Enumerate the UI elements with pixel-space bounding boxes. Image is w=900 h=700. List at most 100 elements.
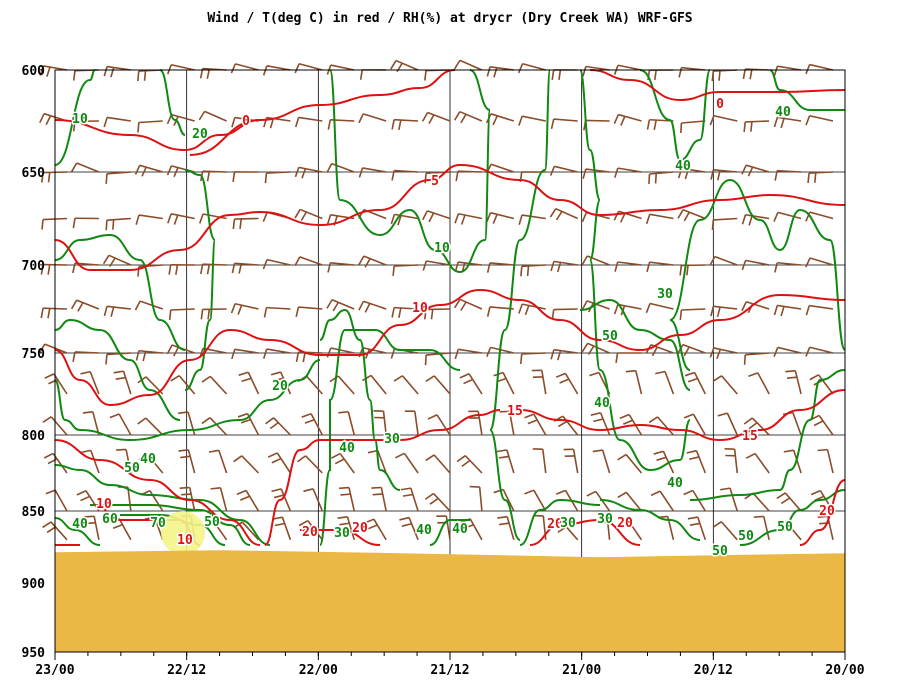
wind-barb bbox=[805, 257, 834, 268]
wind-barb bbox=[138, 453, 164, 474]
wind-barb bbox=[518, 303, 546, 316]
temperature-contour-label: 0 bbox=[716, 97, 724, 112]
wind-barb-staff bbox=[330, 347, 355, 354]
wind-barb-staff bbox=[395, 59, 419, 71]
wind-barb bbox=[178, 411, 196, 436]
wind-barb bbox=[373, 410, 387, 436]
wind-barb-feather bbox=[743, 121, 746, 132]
wind-barb-feather bbox=[391, 170, 395, 181]
wind-barb-feather bbox=[198, 213, 204, 224]
temperature-contour-label: 20 bbox=[617, 516, 633, 531]
wind-barb-staff bbox=[809, 114, 834, 122]
wind-barb bbox=[709, 347, 738, 360]
wind-barb-staff bbox=[587, 342, 610, 354]
wind-barb-feather bbox=[47, 264, 51, 275]
wind-barb bbox=[371, 486, 387, 512]
wind-barb-feather bbox=[623, 419, 633, 425]
wind-barb bbox=[338, 410, 356, 436]
wind-barb-feather bbox=[592, 449, 603, 453]
wind-barb-feather bbox=[393, 375, 403, 382]
rh-contour-line bbox=[319, 308, 401, 491]
wind-barb bbox=[453, 298, 483, 311]
wind-barb-feather bbox=[773, 347, 779, 358]
wind-barb-feather bbox=[142, 351, 147, 362]
y-tick-label: 850 bbox=[22, 505, 46, 520]
wind-barb bbox=[137, 417, 164, 436]
wind-barb-feather bbox=[656, 456, 667, 461]
wind-barb-staff bbox=[585, 65, 610, 71]
wind-barb-feather bbox=[85, 522, 96, 525]
wind-barb-staff bbox=[281, 516, 292, 541]
wind-barb-feather bbox=[240, 418, 251, 424]
wind-barb bbox=[805, 114, 834, 126]
y-tick-label: 600 bbox=[22, 64, 46, 79]
rh-contour-label: 50 bbox=[738, 529, 754, 544]
wind-barb-feather bbox=[741, 301, 748, 312]
temperature-contour-label: 5 bbox=[431, 174, 439, 189]
wind-barb-staff bbox=[521, 264, 546, 268]
wind-barb-feather bbox=[741, 164, 747, 175]
rh-contour-line bbox=[319, 329, 461, 546]
wind-barb-feather bbox=[70, 299, 78, 310]
wind-barb bbox=[262, 258, 291, 270]
wind-barb-feather bbox=[170, 374, 180, 382]
wind-barb-feather bbox=[422, 210, 428, 221]
wind-barb-staff bbox=[266, 306, 291, 310]
temperature-contour-label: 10 bbox=[96, 497, 112, 512]
wind-barb bbox=[201, 417, 228, 436]
wind-barb-feather bbox=[239, 218, 243, 229]
wind-barb bbox=[326, 299, 355, 312]
temperature-contour-label: 15 bbox=[507, 404, 523, 419]
wind-barb-feather bbox=[593, 418, 604, 423]
rh-contour-line bbox=[54, 359, 321, 442]
wind-barb-staff bbox=[127, 487, 132, 512]
wind-barb bbox=[625, 369, 643, 395]
rh-contour-line bbox=[54, 464, 271, 546]
wind-barb-feather bbox=[613, 304, 619, 315]
rh-contour-line bbox=[489, 69, 551, 541]
terrain bbox=[55, 550, 845, 652]
wind-barb-feather bbox=[72, 262, 76, 274]
wind-barb bbox=[338, 486, 356, 512]
wind-barb-feather bbox=[817, 515, 828, 518]
wind-barb-staff bbox=[394, 213, 419, 220]
wind-barb-staff bbox=[459, 59, 483, 71]
temperature-contour-label: 10 bbox=[412, 301, 428, 316]
wind-barb-staff bbox=[266, 116, 291, 122]
wind-barb bbox=[531, 369, 547, 395]
wind-barb bbox=[486, 66, 514, 78]
wind-barb-feather bbox=[137, 122, 140, 133]
wind-barb bbox=[683, 489, 707, 512]
rh-contour-label: 50 bbox=[124, 461, 140, 476]
temperature-contours bbox=[54, 69, 846, 555]
wind-barb bbox=[232, 217, 259, 230]
wind-barb-feather bbox=[648, 416, 659, 424]
wind-barb-feather bbox=[743, 354, 747, 365]
wind-barb-feather bbox=[400, 487, 411, 491]
wind-barb-staff bbox=[436, 414, 451, 436]
wind-barb bbox=[135, 349, 163, 362]
wind-barb-staff bbox=[562, 415, 579, 436]
wind-barb-staff bbox=[106, 217, 131, 222]
wind-barb bbox=[294, 62, 323, 74]
wind-barb-staff bbox=[432, 492, 451, 512]
wind-barb-feather bbox=[115, 376, 126, 380]
wind-barb-staff bbox=[218, 450, 228, 474]
wind-barb-feather bbox=[232, 171, 236, 182]
wind-barb-feather bbox=[776, 520, 787, 528]
wind-barb-staff bbox=[682, 343, 706, 354]
wind-barb-feather bbox=[776, 492, 786, 500]
wind-barb-staff bbox=[138, 214, 163, 220]
wind-barb-staff bbox=[585, 119, 610, 122]
wind-barb-staff bbox=[464, 455, 483, 474]
wind-barb-feather bbox=[173, 346, 180, 357]
wind-barb bbox=[295, 306, 323, 317]
wind-barb bbox=[680, 120, 706, 134]
wind-barb-feather bbox=[41, 172, 44, 183]
y-tick-label: 750 bbox=[22, 347, 46, 362]
wind-barb-feather bbox=[401, 522, 412, 527]
wind-barb-feather bbox=[105, 220, 108, 231]
wind-barb bbox=[167, 213, 195, 225]
wind-barb bbox=[582, 168, 610, 179]
wind-barb-feather bbox=[273, 377, 284, 382]
